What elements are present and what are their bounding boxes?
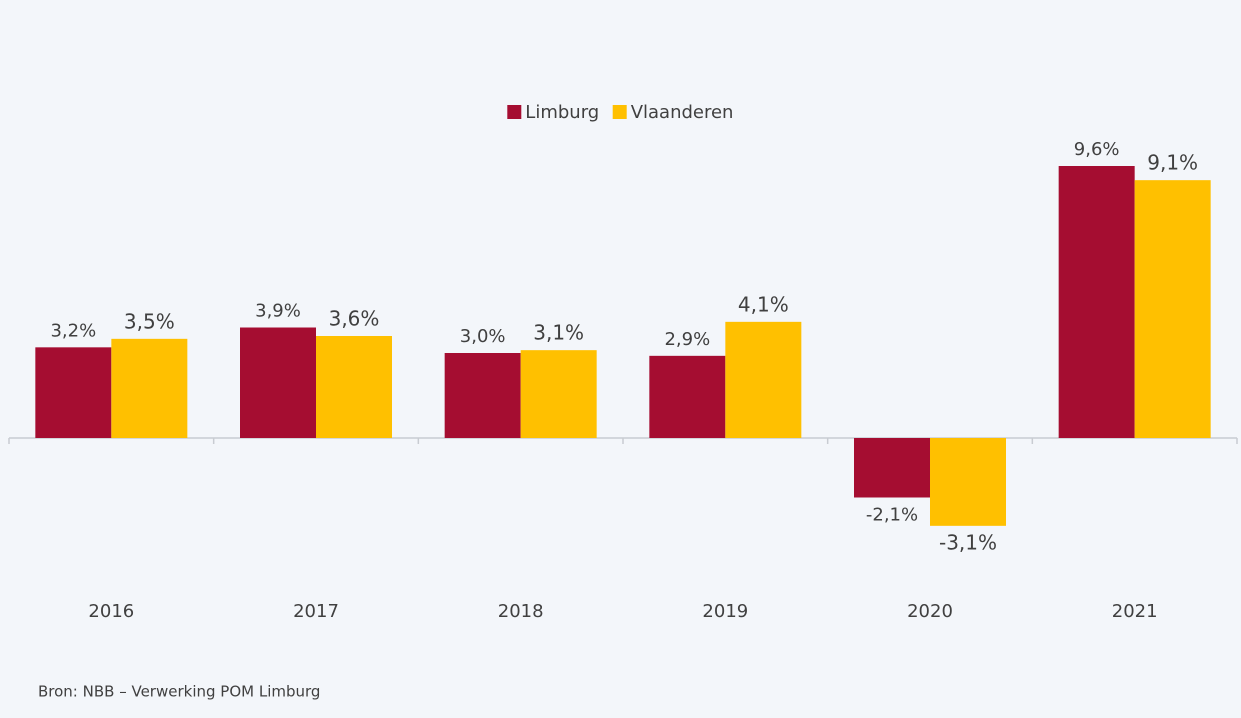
bar — [930, 438, 1006, 526]
data-label: 3,2% — [50, 320, 96, 341]
x-tick-label: 2020 — [907, 601, 953, 622]
bar — [111, 338, 188, 438]
x-tick-label: 2016 — [88, 601, 134, 622]
x-tick-label: 2021 — [1112, 601, 1158, 622]
bar — [649, 355, 726, 438]
data-label: 3,9% — [255, 301, 301, 322]
legend-swatch — [507, 105, 522, 119]
bar — [35, 347, 112, 438]
bar — [854, 438, 930, 498]
legend-swatch — [612, 105, 627, 119]
bar — [1058, 166, 1135, 438]
source: Bron: NBB – Verwerking POM Limburg — [38, 683, 320, 701]
data-label: -3,1% — [939, 530, 997, 554]
data-label: 2,9% — [664, 329, 710, 350]
bar — [316, 336, 392, 438]
x-tick-label: 2019 — [702, 601, 748, 622]
data-label: 4,1% — [738, 292, 789, 316]
data-label: 3,0% — [460, 326, 506, 347]
data-label: -2,1% — [866, 505, 918, 526]
bar — [1134, 180, 1211, 438]
bar — [725, 321, 802, 438]
data-label: 9,1% — [1147, 151, 1198, 175]
x-tick-label: 2017 — [293, 601, 339, 622]
data-label: 3,5% — [124, 309, 175, 333]
x-tick-label: 2018 — [498, 601, 544, 622]
data-label: 9,6% — [1074, 139, 1120, 160]
bar — [240, 327, 316, 438]
legend-label: Limburg — [525, 102, 599, 123]
legend-label: Vlaanderen — [631, 102, 734, 123]
bar — [520, 350, 597, 438]
bar — [444, 353, 521, 438]
data-label: 3,1% — [533, 321, 584, 345]
data-label: 3,6% — [329, 307, 380, 331]
